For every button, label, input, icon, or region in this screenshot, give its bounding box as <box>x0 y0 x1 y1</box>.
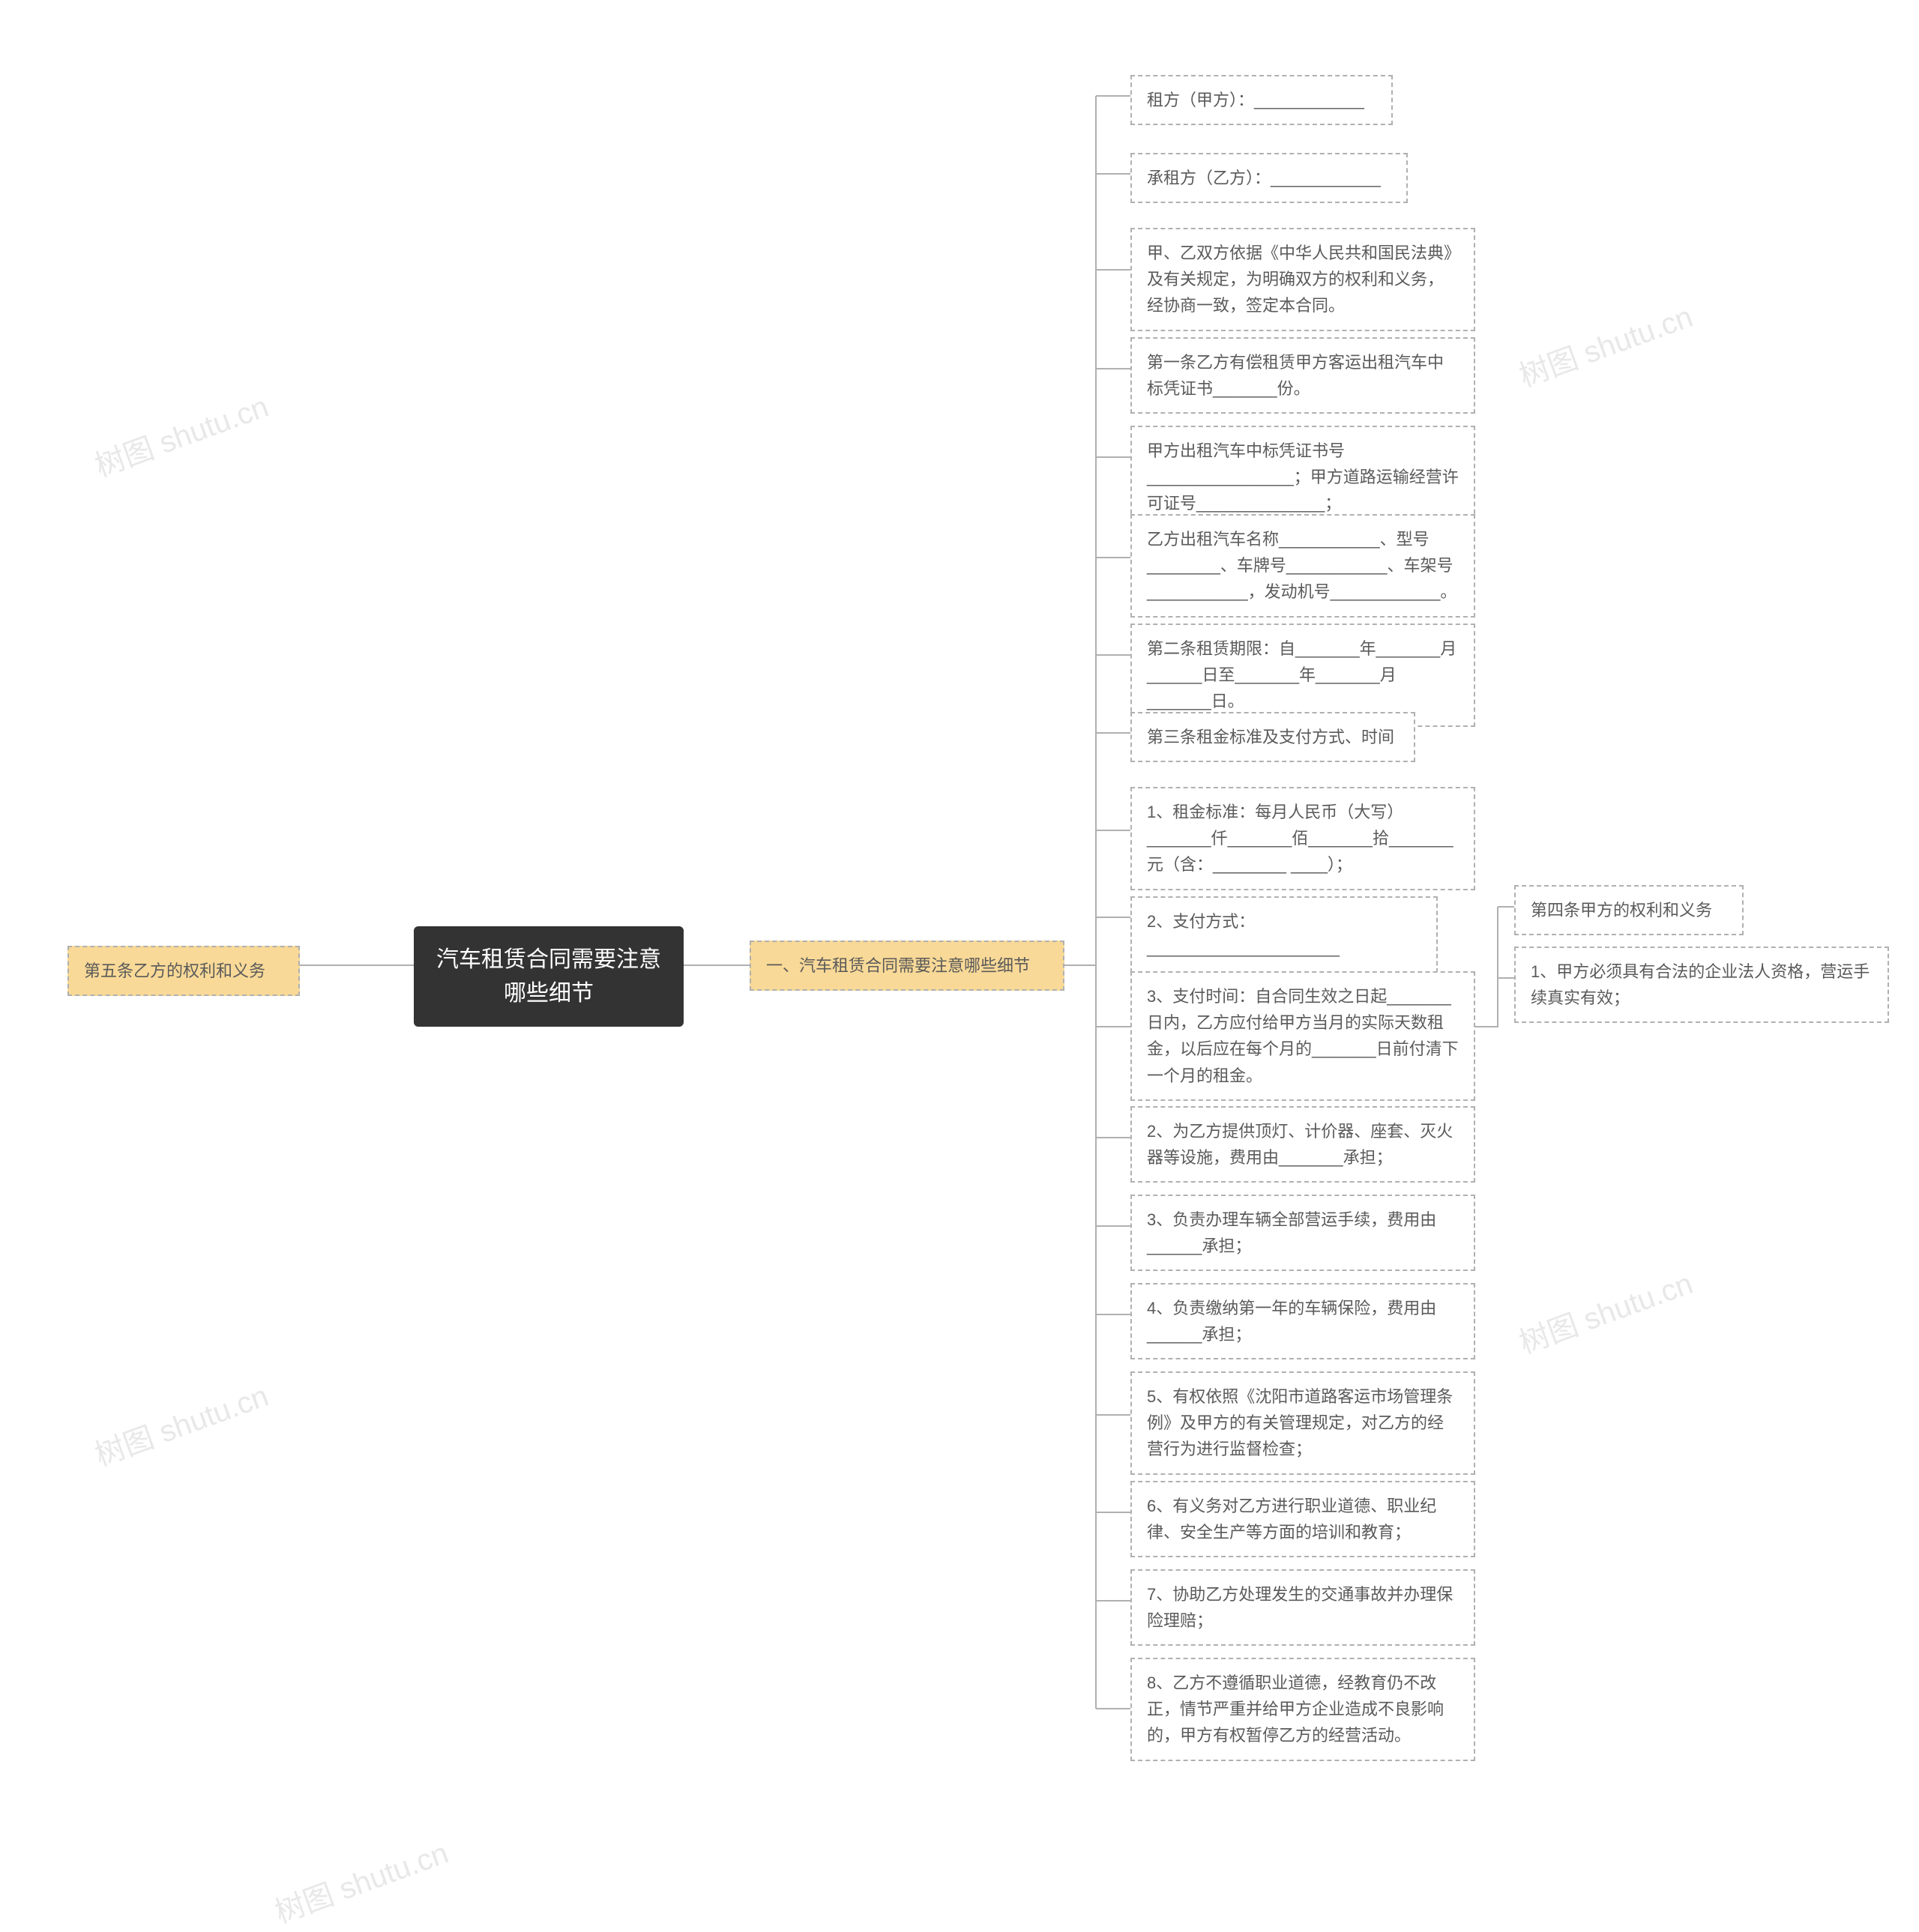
detail-node[interactable]: 甲方出租汽车中标凭证书号________________；甲方道路运输经营许可证… <box>1130 426 1475 529</box>
detail-node[interactable]: 租方（甲方）：____________ <box>1130 75 1393 125</box>
detail-node[interactable]: 3、支付时间：自合同生效之日起_______日内，乙方应付给甲方当月的实际天数租… <box>1130 971 1475 1101</box>
detail-node[interactable]: 4、负责缴纳第一年的车辆保险，费用由______承担； <box>1130 1283 1475 1359</box>
detail-node[interactable]: 2、支付方式：_____________________ <box>1130 896 1438 973</box>
detail-node[interactable]: 7、协助乙方处理发生的交通事故并办理保险理赔； <box>1130 1569 1475 1646</box>
detail-node[interactable]: 乙方出租汽车名称___________、型号________、车牌号______… <box>1130 514 1475 618</box>
root-node[interactable]: 汽车租赁合同需要注意哪些细节 <box>414 926 684 1027</box>
watermark: 树图 shutu.cn <box>1512 1259 1698 1362</box>
section-node[interactable]: 一、汽车租赁合同需要注意哪些细节 <box>750 941 1064 991</box>
watermark: 树图 shutu.cn <box>88 382 274 485</box>
detail-node[interactable]: 1、租金标准：每月人民币（大写）_______仟_______佰_______拾… <box>1130 787 1475 890</box>
detail-node[interactable]: 甲、乙双方依据《中华人民共和国民法典》及有关规定，为明确双方的权利和义务，经协商… <box>1130 228 1475 331</box>
right-sub-node[interactable]: 1、甲方必须具有合法的企业法人资格，营运手续真实有效； <box>1514 947 1889 1023</box>
watermark: 树图 shutu.cn <box>268 1829 454 1931</box>
detail-node[interactable]: 6、有义务对乙方进行职业道德、职业纪律、安全生产等方面的培训和教育； <box>1130 1481 1475 1557</box>
left-branch-node[interactable]: 第五条乙方的权利和义务 <box>67 946 300 996</box>
detail-node[interactable]: 第一条乙方有偿租赁甲方客运出租汽车中标凭证书_______份。 <box>1130 337 1475 414</box>
detail-node[interactable]: 5、有权依照《沈阳市道路客运市场管理条例》及甲方的有关管理规定，对乙方的经营行为… <box>1130 1371 1475 1475</box>
detail-node[interactable]: 8、乙方不遵循职业道德，经教育仍不改正，情节严重并给甲方企业造成不良影响的，甲方… <box>1130 1658 1475 1761</box>
watermark: 树图 shutu.cn <box>88 1371 274 1474</box>
detail-node[interactable]: 2、为乙方提供顶灯、计价器、座套、灭火器等设施，费用由_______承担； <box>1130 1106 1475 1183</box>
detail-node[interactable]: 第二条租赁期限：自_______年_______月______日至_______… <box>1130 624 1475 727</box>
right-sub-node[interactable]: 第四条甲方的权利和义务 <box>1514 885 1744 935</box>
detail-node[interactable]: 第三条租金标准及支付方式、时间 <box>1130 712 1415 762</box>
detail-node[interactable]: 3、负责办理车辆全部营运手续，费用由______承担； <box>1130 1195 1475 1271</box>
watermark: 树图 shutu.cn <box>1512 292 1698 395</box>
detail-node[interactable]: 承租方（乙方）：____________ <box>1130 153 1408 203</box>
